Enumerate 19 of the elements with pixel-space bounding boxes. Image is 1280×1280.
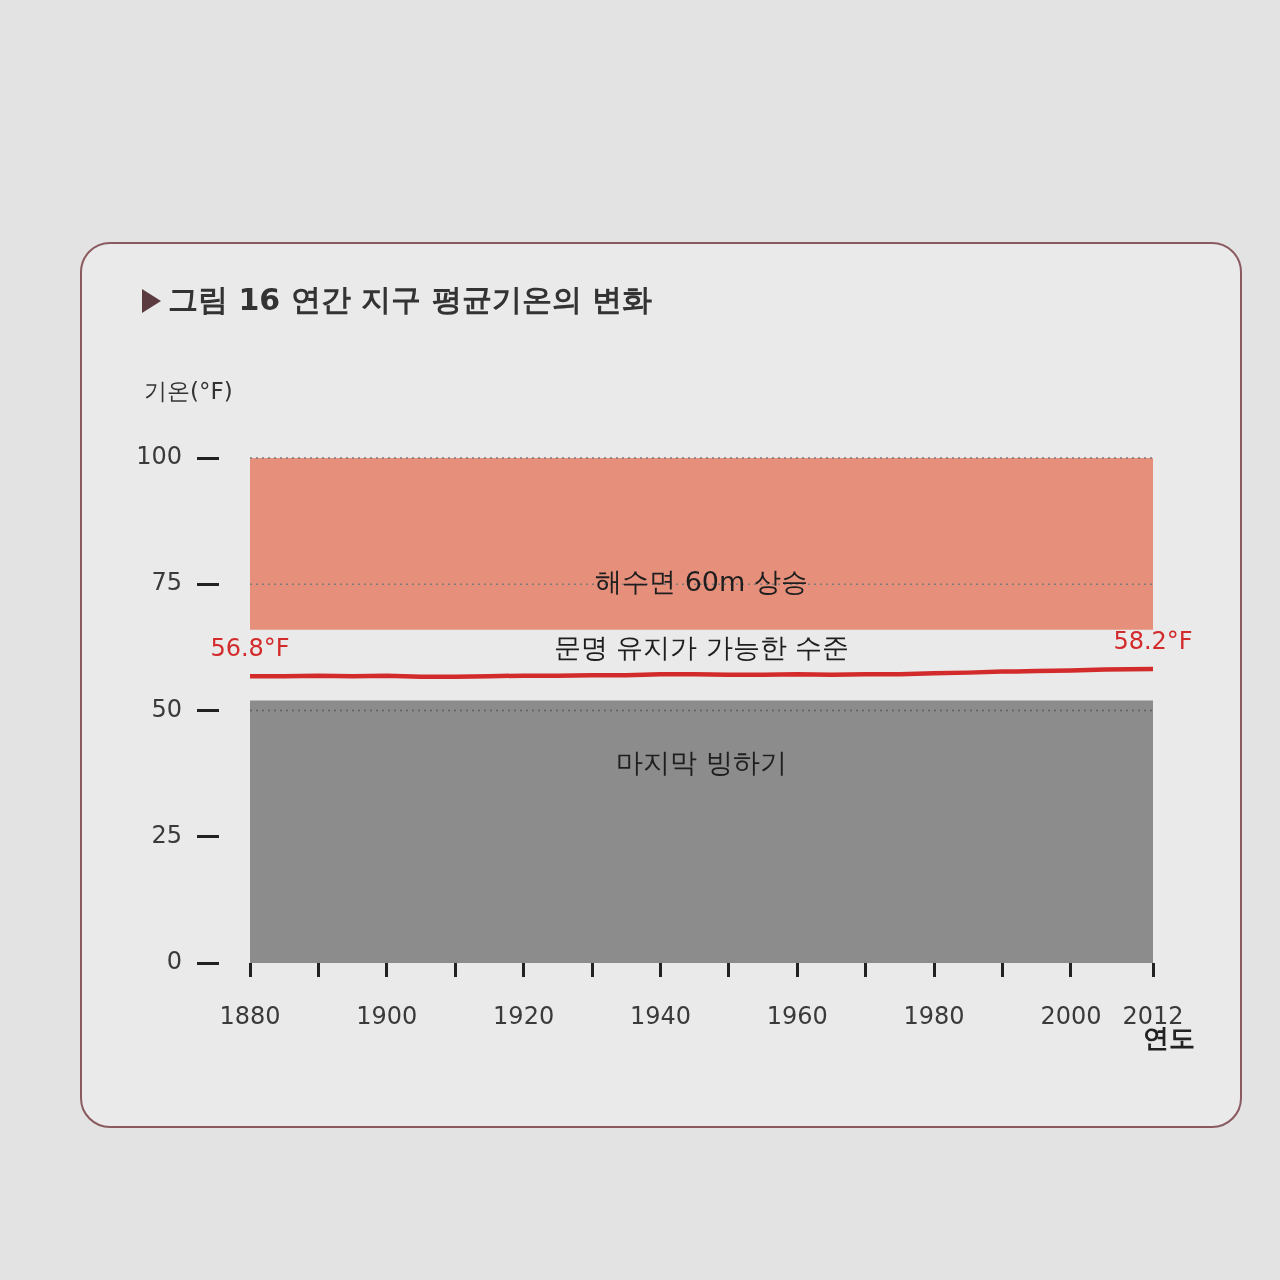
annotation: 문명 유지가 가능한 수준 (553, 631, 850, 663)
data-label: 56.8°F (210, 634, 290, 663)
y-tick-label: 0 (166, 947, 182, 976)
chart-title: 그림 16 연간 지구 평균기온의 변화 (168, 282, 652, 318)
y-tick-label: 25 (151, 820, 182, 849)
x-tick-label: 1980 (903, 1001, 965, 1030)
x-tick-label: 1880 (219, 1001, 281, 1030)
x-tick-label: 1940 (629, 1001, 691, 1030)
y-tick-label: 50 (151, 694, 182, 723)
x-tick-label: 1900 (356, 1001, 418, 1030)
x-tick-label: 1920 (493, 1001, 555, 1030)
x-tick-label: 2000 (1040, 1001, 1102, 1030)
ref-line-label: 해수면 60m 상승 (595, 566, 808, 598)
y-axis-title: 기온(°F) (144, 377, 233, 406)
data-label: 58.2°F (1113, 627, 1193, 656)
band-label: 마지막 빙하기 (616, 747, 787, 779)
y-tick-label: 75 (151, 568, 182, 597)
x-tick-label: 1960 (766, 1001, 828, 1030)
y-tick-label: 100 (136, 442, 182, 471)
